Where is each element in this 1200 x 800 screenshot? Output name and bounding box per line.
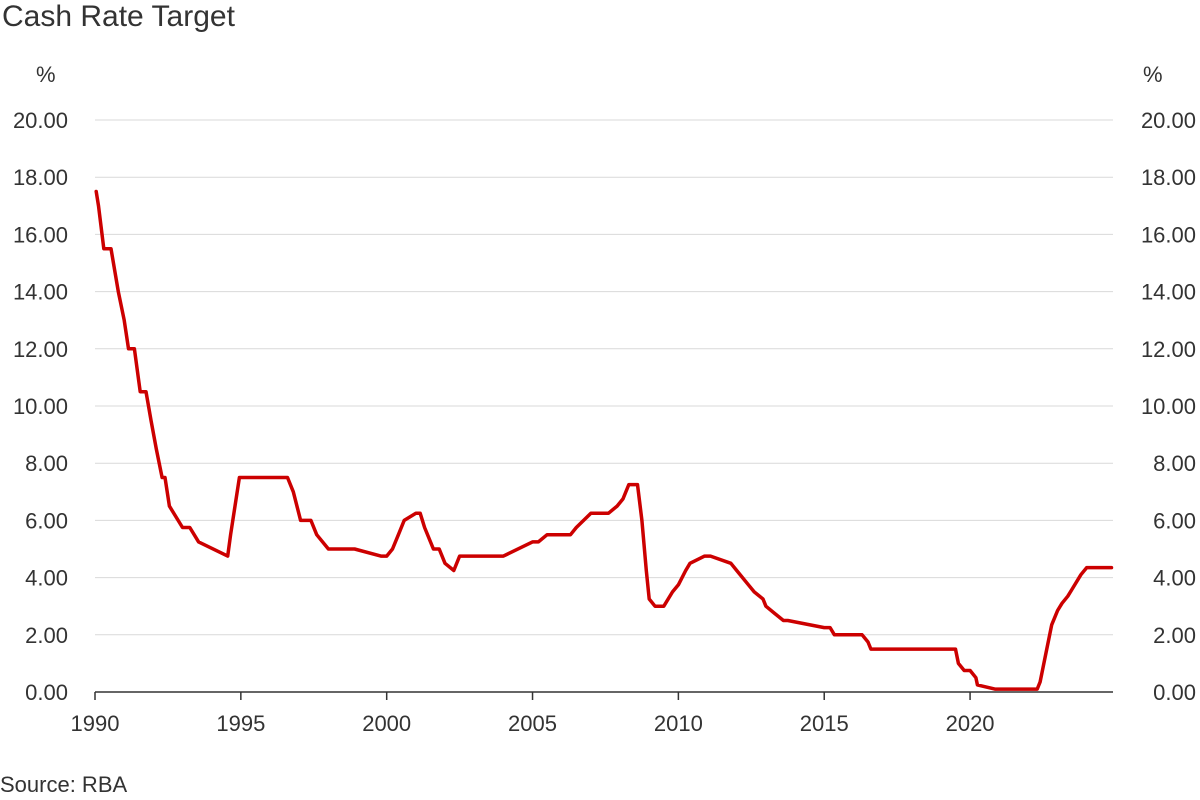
y-tick-label-right: 20.00 bbox=[1141, 108, 1196, 133]
x-tick-label: 2015 bbox=[800, 711, 849, 736]
y-tick-label-left: 14.00 bbox=[13, 280, 68, 305]
y-tick-label-right: 2.00 bbox=[1153, 623, 1196, 648]
y-axis-unit-left: % bbox=[36, 62, 56, 87]
y-tick-label-right: 0.00 bbox=[1153, 680, 1196, 705]
y-tick-label-left: 6.00 bbox=[25, 508, 68, 533]
y-axis-right: 0.00 2.00 4.00 6.00 8.00 10.00 12.00 14.00 16.00… bbox=[1141, 108, 1196, 705]
x-axis: 1990 1995 2000 2005 2010 2015 2020 bbox=[71, 691, 1113, 736]
y-tick-label-left: 2.00 bbox=[25, 623, 68, 648]
x-tick-label: 2020 bbox=[946, 711, 995, 736]
y-tick-label-left: 10.00 bbox=[13, 394, 68, 419]
y-axis-left: 0.00 2.00 4.00 6.00 8.00 10.00 12.00 14.00 16.00… bbox=[13, 108, 68, 705]
y-tick-label-left: 4.00 bbox=[25, 566, 68, 591]
chart-title: Cash Rate Target bbox=[2, 0, 235, 33]
y-tick-label-left: 12.00 bbox=[13, 337, 68, 362]
y-tick-label-right: 12.00 bbox=[1141, 337, 1196, 362]
series-line bbox=[94, 189, 1114, 691]
x-tick-label: 1995 bbox=[216, 711, 265, 736]
x-tick-label: 2010 bbox=[654, 711, 703, 736]
x-tick-label: 2000 bbox=[362, 711, 411, 736]
y-tick-label-right: 4.00 bbox=[1153, 566, 1196, 591]
y-tick-label-right: 16.00 bbox=[1141, 222, 1196, 247]
x-tick-label: 1990 bbox=[71, 711, 120, 736]
source-note: Source: RBA bbox=[0, 772, 128, 797]
gridlines bbox=[95, 119, 1113, 636]
y-tick-label-left: 0.00 bbox=[25, 680, 68, 705]
y-tick-label-right: 18.00 bbox=[1141, 165, 1196, 190]
y-tick-label-right: 14.00 bbox=[1141, 280, 1196, 305]
y-tick-label-left: 20.00 bbox=[13, 108, 68, 133]
y-tick-label-right: 10.00 bbox=[1141, 394, 1196, 419]
y-tick-label-left: 8.00 bbox=[25, 451, 68, 476]
y-tick-label-left: 18.00 bbox=[13, 165, 68, 190]
y-tick-label-right: 8.00 bbox=[1153, 451, 1196, 476]
series-group bbox=[94, 189, 1114, 691]
y-tick-label-left: 16.00 bbox=[13, 222, 68, 247]
x-tick-label: 2005 bbox=[508, 711, 557, 736]
y-axis-unit-right: % bbox=[1143, 62, 1163, 87]
y-tick-label-right: 6.00 bbox=[1153, 508, 1196, 533]
